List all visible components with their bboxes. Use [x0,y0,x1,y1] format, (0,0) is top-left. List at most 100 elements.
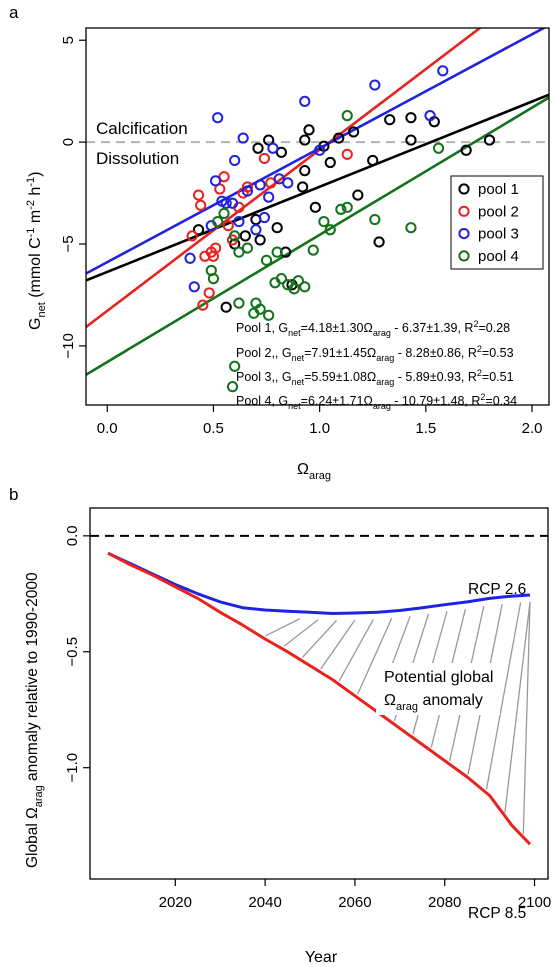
y-tick-label: −10 [60,333,77,358]
data-point-pool-1 [460,144,472,156]
data-point-pool-1 [297,181,309,193]
panel-a-data-points [184,65,496,393]
data-point-pool-3 [220,197,232,209]
data-point-pool-4 [324,224,336,236]
panel-b-y-axis: 0.0 −0.5 −1.0 [64,525,90,783]
hatch-line [485,602,522,790]
legend-label-pool-1: pool 1 [478,181,519,198]
hatch-line [301,619,337,658]
data-point-pool-4 [299,281,311,293]
x-tick-label: 2020 [159,894,192,911]
hatched-label-background [376,663,500,715]
panel-b-label: b [9,485,18,504]
data-point-pool-4 [254,303,266,315]
legend-marker-pool-4 [458,250,470,262]
data-point-pool-1 [333,132,345,144]
data-point-pool-4 [307,244,319,256]
data-point-pool-1 [348,126,360,138]
data-point-pool-2 [195,199,207,211]
fit-line-pool-1 [86,93,549,282]
hatch-line [338,619,374,682]
rcp85-label: RCP 8.5 [468,905,526,922]
data-point-pool-2 [341,148,353,160]
panel-a-x-axis-title: Ωarag [297,461,331,482]
data-point-pool-3 [282,177,294,189]
data-point-pool-3 [267,142,279,154]
legend-marker-pool-1 [458,183,470,195]
data-point-pool-2 [258,152,271,165]
data-point-pool-4 [275,273,287,285]
hatched-region-label-line2: Ωarag anomaly [384,692,483,713]
panel-a-fit-lines [86,28,549,376]
data-point-pool-1 [220,301,232,313]
panel-a-legend: pool 1 pool 2 pool 3 pool 4 [458,181,519,265]
data-point-pool-3 [209,175,222,187]
data-point-pool-2 [218,171,230,183]
panel-b-scenario-lines [107,551,532,846]
calcification-label: Calcification [96,119,188,138]
panel-b-x-axis: 2020 2040 2060 2080 2100 [159,879,551,911]
hatch-line [522,601,531,834]
fit-line-pool-4 [86,96,549,376]
data-point-pool-1 [192,224,205,236]
panel-a-x-axis-title-sub: arag [309,470,331,482]
equation-pool-4: Pool 4, Gnet=6.24±1.71Ωarag - 10.79±1.48… [236,392,517,411]
data-point-pool-4 [271,246,283,258]
x-tick-label: 2.0 [522,420,543,437]
data-point-pool-1 [252,142,264,154]
data-point-pool-4 [229,230,241,242]
data-point-pool-1 [254,234,266,246]
data-point-pool-1 [299,134,311,146]
panel-a-legend-box [450,175,544,270]
x-tick-label: 0.0 [97,420,118,437]
fit-line-pool-3 [86,28,547,275]
data-point-pool-2 [209,242,222,254]
data-point-pool-4 [229,360,241,372]
hatch-line [357,617,393,695]
data-point-pool-3 [229,154,241,167]
data-point-pool-4 [233,246,245,258]
data-point-pool-2 [192,189,205,201]
data-point-pool-1 [352,189,364,201]
x-tick-label: 2100 [518,894,551,911]
data-point-pool-4 [369,213,381,226]
data-point-pool-2 [186,230,198,242]
data-point-pool-1 [373,236,385,248]
data-point-pool-1 [299,165,311,177]
panel-b-plot-frame [89,507,549,880]
data-point-pool-4 [341,110,353,122]
data-point-pool-3 [314,144,326,156]
data-point-pool-2 [222,220,234,232]
panel-a-x-axis-title-main: Ω [297,461,309,478]
data-point-pool-1 [275,146,287,158]
hatch-line [283,619,319,647]
data-point-pool-3 [233,215,245,228]
data-point-pool-1 [239,230,251,242]
hatch-line [504,601,531,813]
data-point-pool-4 [241,242,254,254]
rcp26-label: RCP 2.6 [468,581,526,598]
x-tick-label: 0.5 [203,420,224,437]
rcp85-line [107,551,532,846]
x-tick-label: 1.0 [309,420,330,437]
data-point-pool-4 [405,222,417,234]
data-point-pool-3 [212,112,224,124]
panel-a-regression-equations: Pool 1, Gnet=4.18±1.30Ωarag - 6.37±1.39,… [236,319,517,411]
data-point-pool-3 [258,211,271,224]
data-point-pool-3 [254,179,266,191]
data-point-pool-4 [260,254,273,266]
data-point-pool-4 [226,381,239,393]
data-point-pool-4 [207,273,220,285]
y-tick-label: 0.0 [64,525,81,546]
fit-line-pool-2 [86,28,483,329]
legend-marker-pool-3 [458,228,470,240]
data-point-pool-3 [188,281,200,293]
data-point-pool-4 [318,215,330,228]
data-point-pool-3 [369,79,381,91]
panel-b-x-axis-title: Year [305,949,338,966]
y-tick-label: 0 [60,138,77,146]
equation-pool-1: Pool 1, Gnet=4.18±1.30Ωarag - 6.37±1.39,… [236,319,510,338]
data-point-pool-3 [263,191,275,203]
data-point-pool-3 [299,95,311,107]
